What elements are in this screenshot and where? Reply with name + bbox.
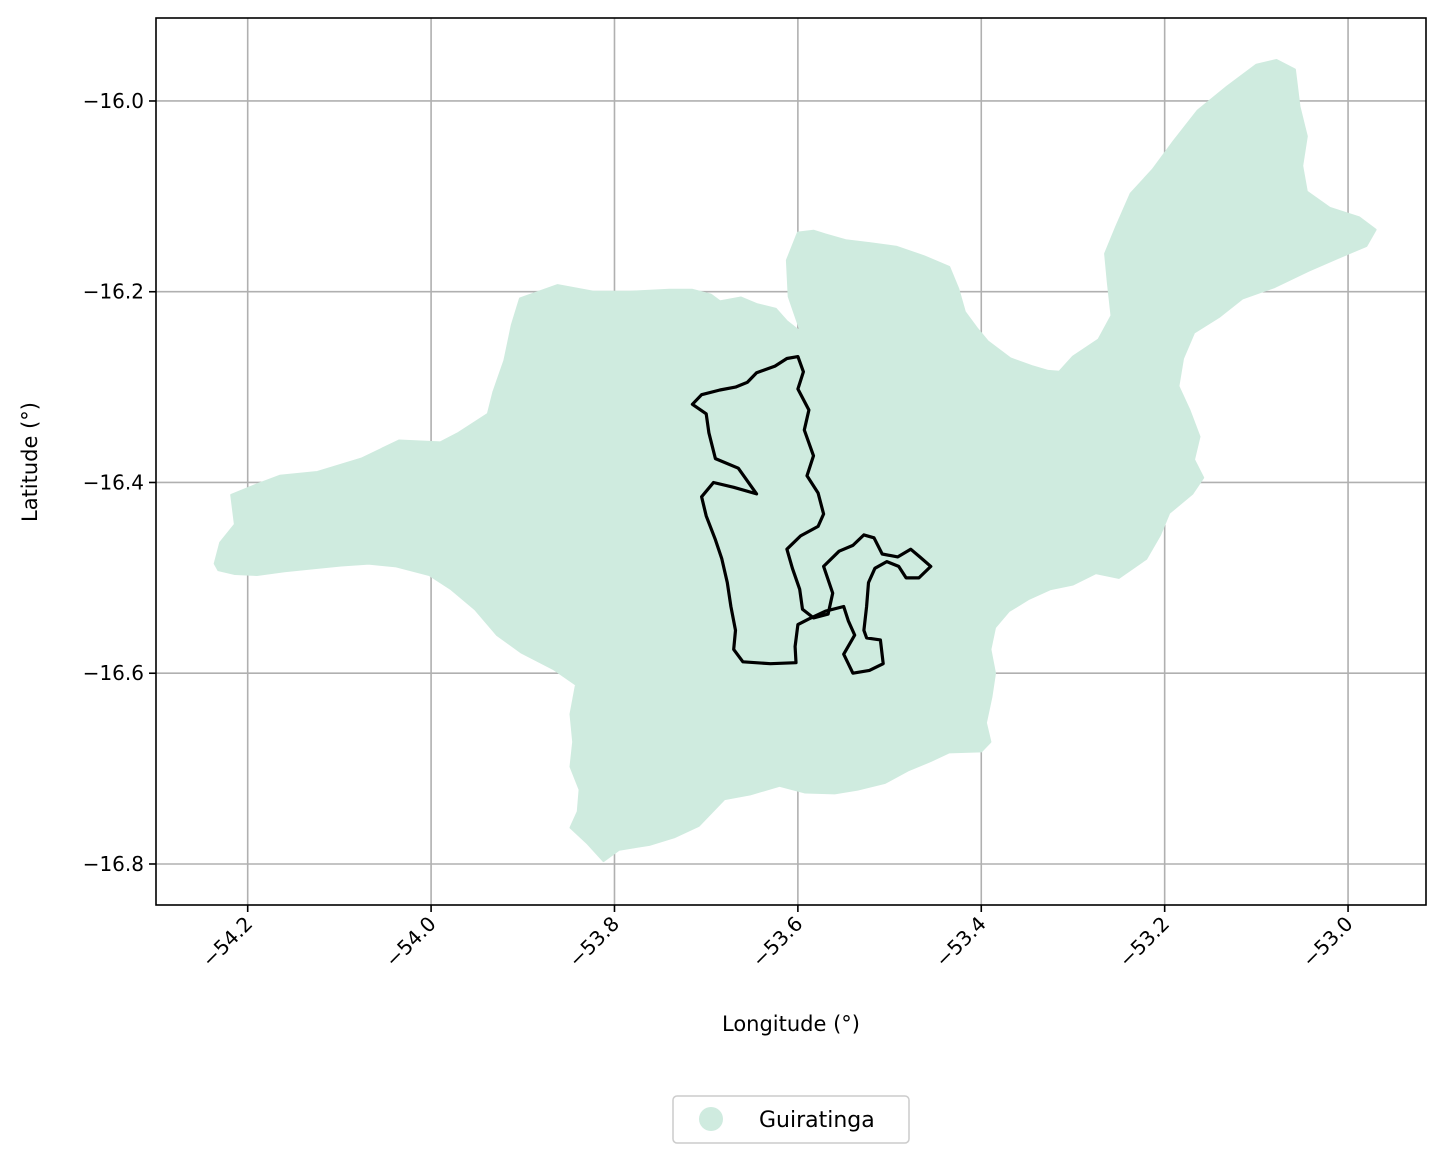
y-tick-label: −16.4	[83, 470, 144, 494]
region-polygon	[213, 59, 1377, 863]
y-axis-label: Latitude (°)	[18, 402, 42, 522]
y-tick-label: −16.0	[83, 89, 144, 113]
boundary-outline	[690, 355, 933, 675]
y-tick-label: −16.6	[83, 661, 144, 685]
legend-marker	[699, 1107, 723, 1131]
axes-frame	[155, 17, 1427, 906]
legend-label: Guiratinga	[759, 1108, 875, 1133]
x-axis-label: Longitude (°)	[722, 1012, 860, 1036]
legend: Guiratinga	[672, 1095, 910, 1144]
y-tick-label: −16.2	[83, 280, 144, 304]
y-tick-label: −16.8	[83, 852, 144, 876]
legend-frame	[672, 1095, 910, 1144]
map-regions	[213, 59, 1377, 863]
map-outlines	[690, 355, 933, 675]
y-ticks: −16.0 −16.2 −16.4 −16.6 −16.8	[83, 89, 156, 876]
